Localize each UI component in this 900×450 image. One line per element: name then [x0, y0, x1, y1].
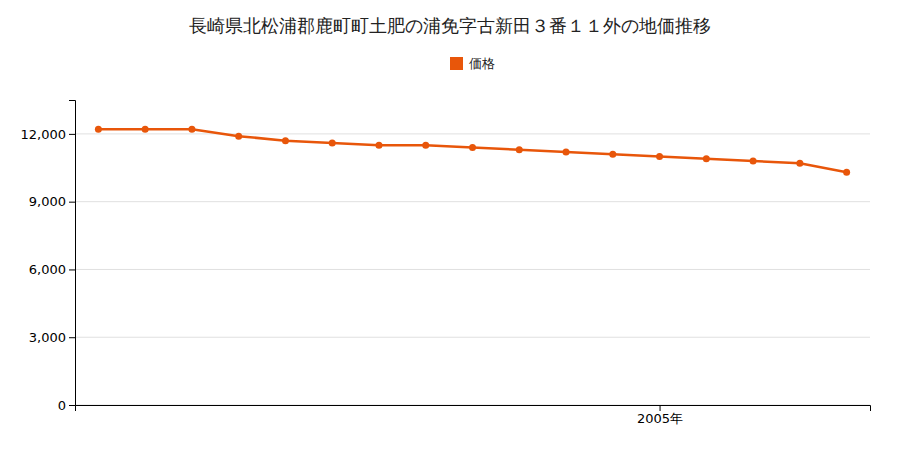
tick-label: 0: [58, 398, 66, 413]
tick: 3,000: [29, 330, 75, 345]
legend-item: 価格: [450, 56, 495, 71]
point: [142, 126, 149, 133]
point: [843, 169, 850, 176]
point: [235, 133, 242, 140]
tick: 9,000: [29, 194, 75, 209]
axis-line: [69, 101, 76, 406]
tick-mark: [69, 405, 75, 406]
point: [375, 142, 382, 149]
grid: [75, 134, 870, 405]
point: [656, 153, 663, 160]
grid-line: [75, 337, 870, 338]
point: [422, 142, 429, 149]
tick-mark: [69, 134, 75, 135]
tick-mark: [69, 269, 75, 270]
tick-mark: [660, 405, 661, 411]
point: [188, 126, 195, 133]
chart-title: 長崎県北松浦郡鹿町町土肥の浦免字古新田３番１１外の地価推移: [189, 15, 711, 36]
tick: 12,000: [21, 127, 76, 142]
tick-label: 6,000: [29, 262, 66, 277]
tick-label: 2005年: [637, 411, 683, 426]
point: [796, 160, 803, 167]
tick-label: 9,000: [29, 194, 66, 209]
point: [609, 151, 616, 158]
point: [329, 139, 336, 146]
x-axis: 2005年: [76, 405, 871, 426]
legend-label: 価格: [469, 56, 495, 71]
plot-area: 2005年 0 3,000 6,000 9,000 12,000: [21, 101, 871, 427]
point: [750, 158, 757, 165]
point: [516, 146, 523, 153]
legend: 価格: [450, 56, 495, 71]
chart-svg: 長崎県北松浦郡鹿町町土肥の浦免字古新田３番１１外の地価推移 2005年 0 3,000…: [0, 0, 900, 450]
tick: 0: [58, 398, 75, 413]
tick: 6,000: [29, 262, 75, 277]
marks: [95, 126, 850, 176]
point: [563, 148, 570, 155]
axis-line: [76, 406, 871, 412]
tick: 2005年: [637, 405, 683, 426]
legend-swatch: [450, 57, 463, 70]
tick-mark: [69, 202, 75, 203]
point: [95, 126, 102, 133]
grid-line: [75, 133, 870, 134]
y-axis: 0 3,000 6,000 9,000 12,000: [21, 101, 76, 413]
series-line: [98, 129, 846, 172]
point: [282, 137, 289, 144]
grid-line: [75, 201, 870, 202]
grid-line: [75, 269, 870, 270]
point: [703, 155, 710, 162]
tick-label: 12,000: [21, 127, 67, 142]
tick-mark: [69, 337, 75, 338]
tick-label: 3,000: [29, 330, 66, 345]
point: [469, 144, 476, 151]
